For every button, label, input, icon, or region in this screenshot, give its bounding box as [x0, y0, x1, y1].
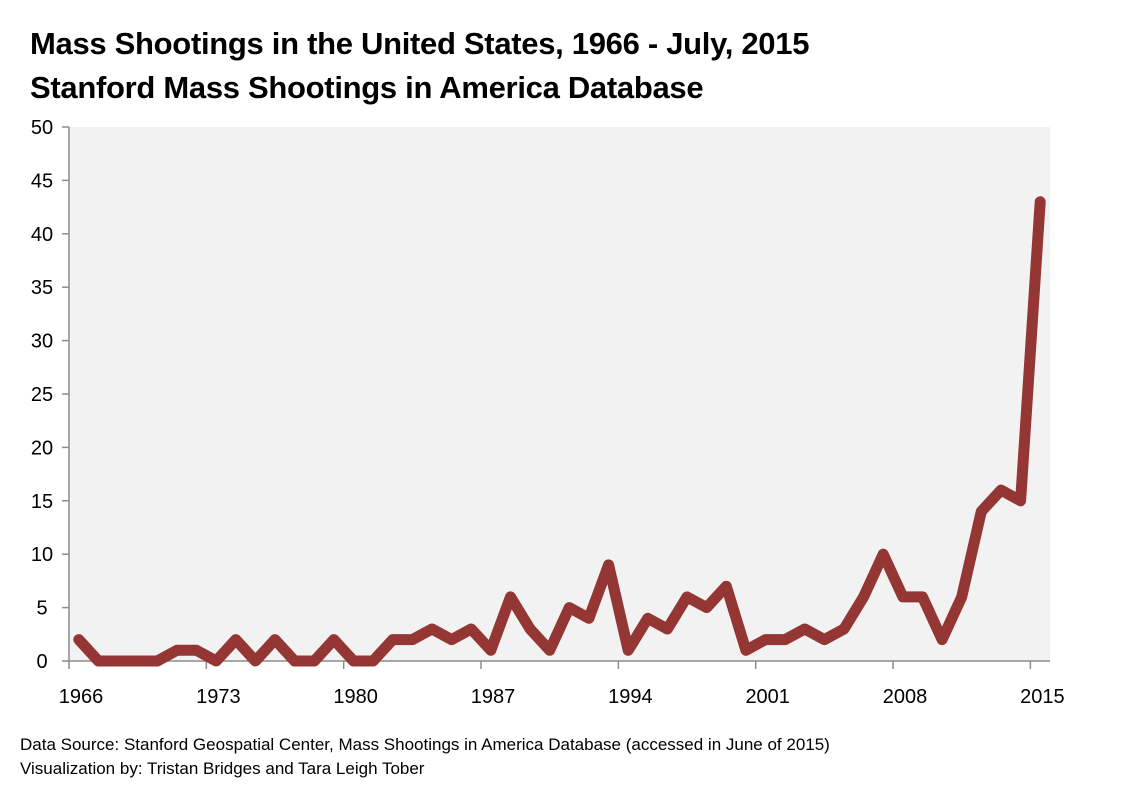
y-tick-label: 45 — [31, 170, 53, 192]
y-tick-label: 25 — [31, 384, 53, 406]
x-tick-label: 1980 — [333, 686, 378, 708]
x-tick-label: 2001 — [745, 686, 790, 708]
data-source-note: Data Source: Stanford Geospatial Center,… — [20, 735, 830, 754]
y-tick-label: 50 — [31, 117, 53, 139]
chart-subtitle: Stanford Mass Shootings in America Datab… — [30, 70, 704, 105]
y-tick-label: 20 — [31, 437, 53, 459]
y-tick-label: 40 — [31, 224, 53, 246]
y-tick-label: 10 — [31, 544, 53, 566]
y-tick-label: 5 — [36, 598, 47, 620]
x-tick-label: 1966 — [59, 686, 104, 708]
plot-area — [69, 127, 1050, 661]
y-tick-label: 0 — [36, 651, 47, 673]
x-tick-label: 2015 — [1020, 686, 1065, 708]
x-tick-label: 1987 — [471, 686, 516, 708]
series-line-mass-shootings — [73, 196, 1046, 667]
x-tick-label: 1973 — [196, 686, 241, 708]
x-tick-label: 1994 — [608, 686, 653, 708]
y-tick-label: 15 — [31, 491, 53, 513]
visualization-credit: Visualization by: Tristan Bridges and Ta… — [20, 759, 425, 778]
y-tick-label: 30 — [31, 331, 53, 353]
chart-title: Mass Shootings in the United States, 196… — [30, 26, 810, 61]
x-tick-label: 2008 — [883, 686, 928, 708]
y-tick-label: 35 — [31, 277, 53, 299]
